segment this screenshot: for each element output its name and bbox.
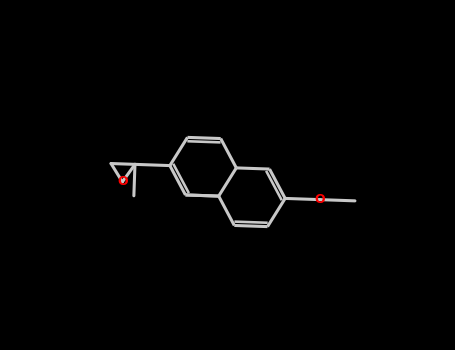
Text: O: O bbox=[315, 193, 325, 206]
Text: O: O bbox=[117, 175, 128, 188]
